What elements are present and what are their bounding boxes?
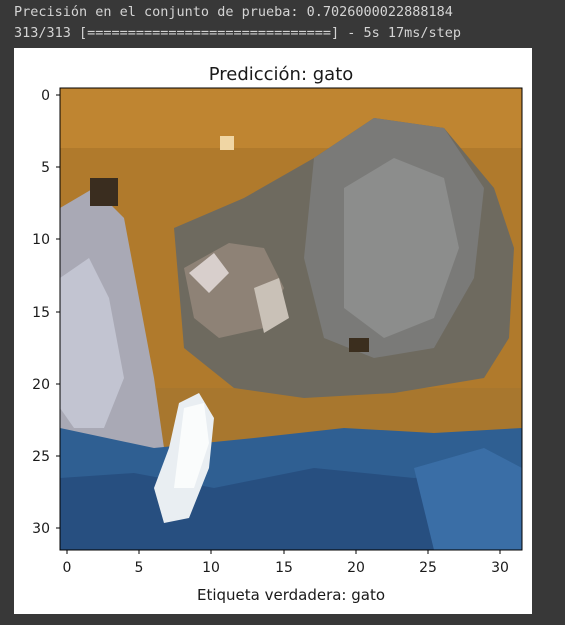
image-axes [59,87,523,551]
y-axis: 0 5 10 15 20 25 30 [32,88,60,537]
cell-output: Precisión en el conjunto de prueba: 0.70… [14,2,461,44]
plot-title: Predicción: gato [209,64,354,85]
x-tick-label: 10 [202,560,220,576]
x-axis: 0 5 10 15 20 25 30 [63,550,509,576]
image-plot: Predicción: gato [32,64,523,604]
x-tick-label: 25 [419,560,437,576]
x-tick-label: 0 [63,560,72,576]
x-tick-label: 15 [275,560,293,576]
y-tick-label: 5 [41,160,50,176]
y-tick-label: 20 [32,377,50,393]
y-tick-label: 10 [32,232,50,248]
x-axis-label: Etiqueta verdadera: gato [197,586,385,604]
x-tick-label: 5 [135,560,144,576]
y-tick-label: 25 [32,449,50,465]
y-tick-label: 30 [32,521,50,537]
x-tick-label: 30 [491,560,509,576]
y-tick-label: 0 [41,88,50,104]
accuracy-output-line: Precisión en el conjunto de prueba: 0.70… [14,4,453,20]
progress-output-line: 313/313 [==============================]… [14,25,462,41]
y-tick-label: 15 [32,305,50,321]
plot-figure: Predicción: gato [14,48,532,614]
x-tick-label: 20 [347,560,365,576]
